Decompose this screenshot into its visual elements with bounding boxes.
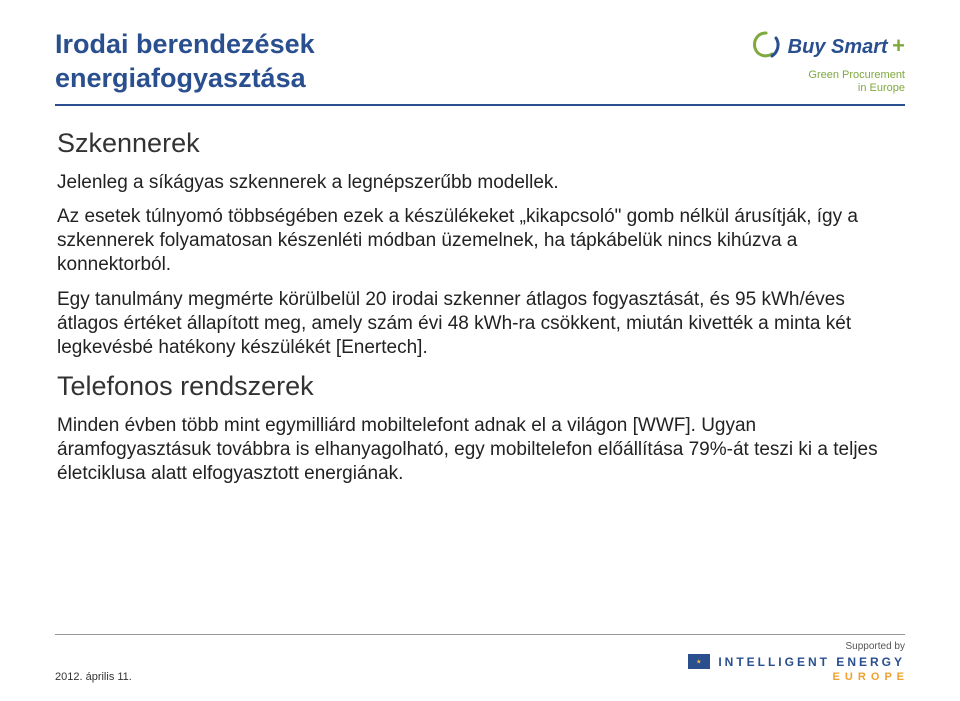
eu-flag-icon bbox=[688, 654, 710, 669]
content-area: Szkennerek Jelenleg a síkágyas szkennere… bbox=[55, 128, 905, 487]
footer: 2012. április 11. Supported by INTELLIGE… bbox=[55, 634, 905, 683]
sponsor-sub-text: E U R O P E bbox=[688, 671, 905, 683]
title-line-1: Irodai berendezések bbox=[55, 28, 625, 62]
header-row: Irodai berendezések energiafogyasztása B… bbox=[55, 28, 905, 96]
logo-sub-2: in Europe bbox=[625, 82, 905, 95]
logo-subtitle: Green Procurement in Europe bbox=[625, 69, 905, 95]
scanners-heading: Szkennerek bbox=[57, 128, 903, 159]
scanners-p3: Egy tanulmány megmérte körülbelül 20 iro… bbox=[57, 288, 903, 361]
slide-title: Irodai berendezések energiafogyasztása bbox=[55, 28, 625, 96]
phones-heading: Telefonos rendszerek bbox=[57, 371, 903, 402]
footer-date: 2012. április 11. bbox=[55, 671, 132, 683]
title-divider bbox=[55, 104, 905, 106]
title-line-2: energiafogyasztása bbox=[55, 62, 625, 96]
logo-top-row: Buy Smart + bbox=[750, 30, 905, 62]
footer-sponsor-logo: Supported by INTELLIGENT ENERGY E U R O … bbox=[688, 641, 905, 683]
sponsor-main-row: INTELLIGENT ENERGY bbox=[688, 653, 905, 671]
supported-by-label: Supported by bbox=[688, 641, 905, 653]
logo-sub-1: Green Procurement bbox=[625, 69, 905, 82]
swirl-icon bbox=[750, 30, 782, 62]
logo-main-text: Buy Smart bbox=[788, 36, 888, 58]
slide: Irodai berendezések energiafogyasztása B… bbox=[0, 0, 960, 701]
scanners-p1: Jelenleg a síkágyas szkennerek a legnéps… bbox=[57, 171, 903, 195]
logo-text: Buy Smart + bbox=[788, 33, 905, 59]
logo-plus: + bbox=[892, 33, 905, 58]
sponsor-main-text: INTELLIGENT ENERGY bbox=[718, 655, 905, 669]
brand-logo: Buy Smart + Green Procurement in Europe bbox=[625, 28, 905, 95]
phones-p1: Minden évben több mint egymilliárd mobil… bbox=[57, 414, 903, 487]
scanners-p2: Az esetek túlnyomó többségében ezek a ké… bbox=[57, 205, 903, 278]
